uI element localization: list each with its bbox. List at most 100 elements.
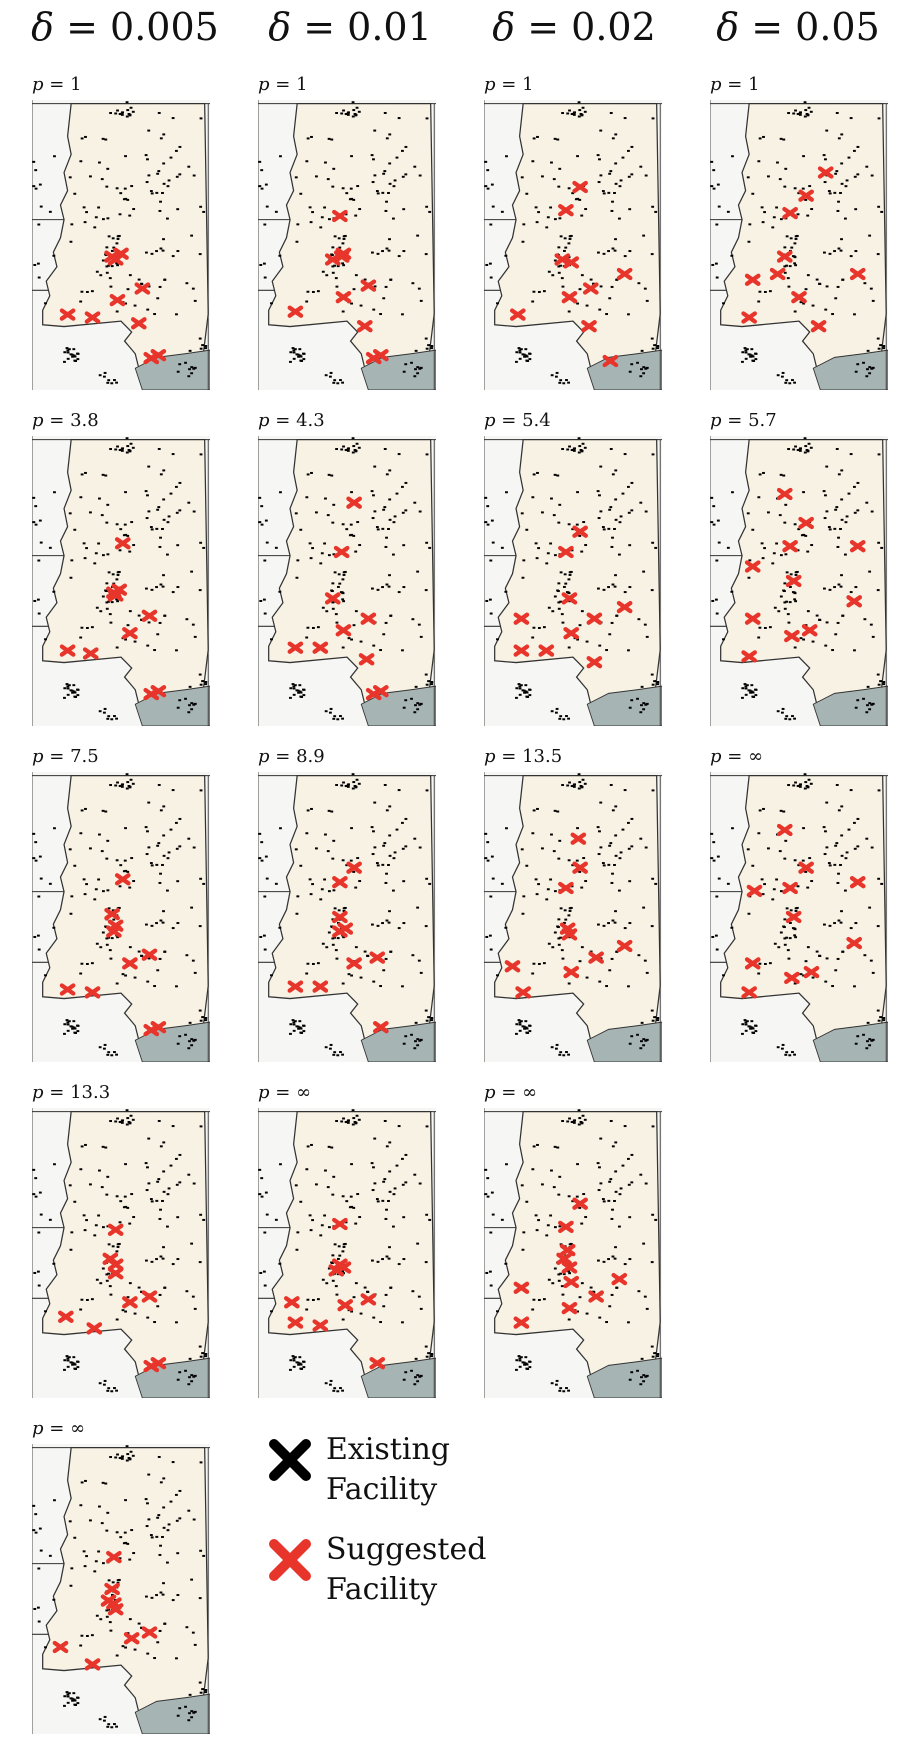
existing-facility-marker [796, 785, 800, 788]
existing-facility-marker [169, 1500, 173, 1503]
existing-facility-marker [876, 673, 880, 676]
existing-facility-marker [628, 544, 632, 547]
existing-facility-marker [90, 626, 94, 629]
existing-facility-marker [550, 1169, 553, 1172]
existing-facilities [710, 773, 886, 1057]
existing-facility-marker [53, 491, 56, 494]
existing-facility-marker [334, 949, 338, 952]
existing-facility-marker [192, 174, 196, 177]
existing-facility-marker [837, 872, 840, 875]
existing-facility-marker [69, 689, 73, 692]
existing-facility-marker [798, 785, 802, 788]
existing-facility-marker [95, 270, 99, 273]
existing-facility-marker [93, 1570, 97, 1573]
panel-p-label: p = ∞ [258, 1082, 312, 1103]
existing-facility-marker [289, 351, 293, 354]
existing-facility-marker [293, 348, 297, 351]
existing-facility-marker [338, 582, 342, 585]
existing-facility-marker [190, 1044, 194, 1047]
existing-facility-marker [754, 1024, 757, 1027]
existing-facility-marker [607, 1199, 611, 1202]
existing-facility-marker [101, 1145, 105, 1148]
existing-facility-marker [299, 528, 303, 531]
existing-facility-marker [626, 821, 630, 824]
existing-facility-marker [383, 1178, 387, 1181]
existing-facility-marker [259, 935, 263, 938]
existing-facility-marker [560, 1285, 564, 1288]
existing-facility-marker [596, 826, 600, 829]
suggested-facility-marker [586, 656, 603, 669]
existing-facility-marker [37, 276, 41, 279]
existing-facility-marker [839, 249, 843, 252]
existing-facility-marker [352, 781, 356, 784]
existing-facility-marker [354, 1282, 358, 1285]
existing-facility-marker [298, 1026, 302, 1029]
existing-facility-marker [781, 371, 785, 374]
existing-facility-marker [515, 1359, 519, 1362]
existing-facility-marker [105, 521, 109, 524]
existing-facility-marker [518, 693, 522, 696]
existing-facility-marker [132, 1216, 136, 1219]
existing-facility-marker [123, 1195, 127, 1198]
existing-facility-marker [198, 337, 202, 340]
existing-facility-marker [532, 626, 536, 629]
existing-facility-marker [94, 1560, 98, 1563]
existing-facility-marker [751, 528, 755, 531]
existing-facility-marker [198, 253, 202, 256]
existing-facility-marker [190, 570, 194, 573]
existing-facility-marker [388, 1170, 392, 1173]
existing-facility-marker [302, 694, 306, 697]
existing-facility-marker [486, 1195, 490, 1198]
existing-facility-marker [491, 205, 495, 208]
existing-facility-marker [123, 859, 127, 862]
existing-facility-marker [553, 931, 557, 934]
existing-facility-marker [808, 185, 812, 188]
existing-facility-marker [187, 165, 191, 168]
existing-facility-marker [258, 521, 262, 524]
existing-facility-marker [354, 886, 358, 889]
state-map [710, 772, 888, 1062]
existing-facility-marker [553, 595, 557, 598]
existing-facility-marker [174, 149, 178, 152]
existing-facility-marker [796, 885, 800, 888]
existing-facility-marker [118, 885, 122, 888]
existing-facility-marker [388, 238, 391, 241]
existing-facility-marker [844, 889, 847, 892]
suggested-facility-marker [335, 247, 352, 260]
existing-facility-marker [93, 562, 97, 565]
existing-facility-marker [793, 187, 797, 190]
existing-facility-marker [402, 1216, 406, 1219]
existing-facility-marker [116, 600, 120, 603]
existing-facility-marker [258, 185, 262, 188]
existing-facility-marker [99, 274, 103, 277]
existing-facility-marker [356, 1193, 360, 1196]
existing-facility-marker [336, 1257, 340, 1260]
existing-facility-marker [385, 247, 389, 250]
existing-facility-marker [748, 559, 752, 562]
existing-facility-marker [201, 1016, 205, 1019]
existing-facility-marker [33, 1607, 37, 1610]
existing-facility-marker [417, 287, 421, 290]
existing-facility-marker [547, 270, 551, 273]
existing-facility-marker [66, 1021, 70, 1024]
existing-facility-marker [104, 1482, 108, 1485]
existing-facility-marker [146, 980, 150, 983]
suggested-facility-marker [369, 1357, 386, 1370]
existing-facility-marker [520, 176, 524, 179]
existing-facility-marker [270, 1310, 273, 1313]
existing-facility-marker [32, 832, 36, 835]
existing-facility-marker [32, 185, 36, 188]
existing-facility-marker [110, 265, 114, 268]
existing-facility-marker [710, 857, 714, 860]
state-map [258, 772, 436, 1062]
existing-facility-marker [98, 497, 101, 500]
existing-facility-marker [744, 349, 748, 352]
existing-facility-marker [827, 862, 831, 865]
existing-facility-marker [302, 1024, 305, 1027]
existing-facility-marker [300, 359, 304, 362]
existing-facility-marker [79, 636, 83, 639]
suggested-facility-marker [582, 282, 599, 295]
existing-facility-marker [578, 624, 582, 627]
existing-facility-marker [311, 211, 314, 214]
existing-facility-marker [790, 246, 794, 249]
